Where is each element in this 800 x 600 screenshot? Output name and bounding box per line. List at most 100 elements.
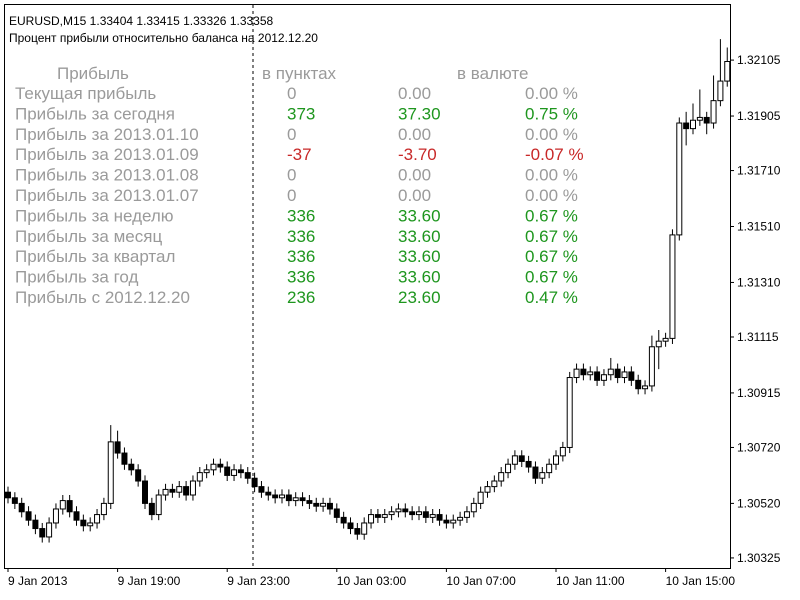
candle-body — [272, 494, 279, 499]
chart-title: EURUSD,M15 1.33404 1.33415 1.33326 1.333… — [9, 14, 274, 28]
candle-body — [73, 511, 80, 521]
candle-body — [395, 508, 402, 513]
x-tick-label: 10 Jan 03:00 — [337, 574, 407, 588]
candle-body — [244, 472, 251, 479]
y-tick-label: 1.30520 — [737, 496, 781, 510]
candle-body — [690, 119, 696, 130]
candle-body — [203, 469, 210, 474]
table-cell: 0.00 % — [525, 84, 578, 103]
candle-body — [559, 446, 566, 457]
candle-body — [333, 508, 340, 518]
candle-body — [107, 441, 114, 504]
candle-body — [676, 122, 683, 236]
y-tick-label: 1.31310 — [737, 275, 781, 289]
table-cell: 23.60 — [398, 288, 441, 307]
candle-body — [39, 528, 46, 538]
candle-body — [546, 463, 553, 474]
table-cell: 336 — [287, 227, 315, 246]
candle-body — [18, 502, 25, 513]
y-tick-label: 1.30915 — [737, 386, 781, 400]
candle-body — [121, 452, 128, 465]
candle-body — [52, 508, 59, 524]
y-tick-label: 1.30325 — [737, 551, 781, 565]
table-cell: 0 — [287, 84, 296, 103]
table-cell: 0.00 — [398, 186, 431, 205]
table-cell: -3.70 — [398, 145, 437, 164]
candle-body — [374, 514, 381, 518]
table-cell: 33.60 — [398, 206, 441, 225]
candle-body — [566, 377, 573, 448]
candle-body — [648, 346, 655, 387]
candle-body — [279, 494, 285, 499]
candle-body — [457, 516, 464, 521]
candle-body — [100, 502, 107, 516]
candle-body — [210, 463, 217, 471]
candle-body — [402, 508, 409, 513]
candle-body — [340, 516, 347, 524]
candle-body — [313, 502, 320, 507]
table-cell: 0.47 % — [525, 288, 578, 307]
candle-body — [196, 472, 203, 482]
table-cell: 0.00 — [398, 125, 431, 144]
candle-body — [251, 477, 258, 488]
table-cell: 0.67 % — [525, 206, 578, 225]
table-cell: Прибыль за 2013.01.09 — [15, 145, 199, 164]
table-cell: 33.60 — [398, 227, 441, 246]
table-cell: 37.30 — [398, 104, 441, 123]
table-cell: Прибыль за неделю — [15, 206, 174, 225]
table-cell: Текущая прибыль — [15, 84, 156, 103]
candle-body — [669, 234, 676, 339]
candle-body — [416, 511, 422, 516]
y-tick-label: 1.31710 — [737, 164, 781, 178]
candle-body — [59, 500, 66, 510]
candle-body — [169, 488, 176, 493]
table-cell: 336 — [287, 268, 315, 287]
candle-body — [696, 116, 703, 121]
candle-body — [539, 472, 546, 479]
candle-body — [347, 522, 354, 530]
table-cell: -0.07 % — [525, 145, 584, 164]
candle-body — [217, 463, 224, 468]
candle-body — [299, 497, 306, 502]
candle-body — [443, 519, 450, 524]
candle-body — [573, 368, 580, 379]
candle-body — [32, 519, 39, 530]
plot-frame — [4, 4, 731, 569]
table-cell: Прибыль за 2013.01.08 — [15, 166, 199, 185]
x-tick-label: 10 Jan 15:00 — [666, 574, 736, 588]
candle-body — [642, 385, 649, 390]
candle-body — [162, 488, 169, 496]
candle-body — [436, 514, 443, 521]
candle-body — [80, 519, 87, 527]
table-cell: Прибыль за квартал — [15, 247, 175, 266]
candle-body — [128, 463, 135, 471]
table-cell: 0 — [287, 125, 296, 144]
candle-body — [703, 116, 710, 124]
candle-body — [224, 466, 231, 476]
candle-body — [484, 486, 491, 493]
table-cell: Прибыль за сегодня — [15, 104, 175, 123]
candle-body — [662, 337, 669, 342]
candle-body — [683, 122, 690, 130]
candle-body — [498, 472, 505, 482]
table-cell: Прибыль за 2013.01.07 — [15, 186, 199, 205]
table-cell: 336 — [287, 206, 315, 225]
candle-body — [614, 368, 621, 379]
candle-body — [142, 480, 148, 504]
candle-body — [258, 486, 265, 493]
candle-body — [135, 469, 142, 482]
candle-body — [306, 500, 313, 504]
candle-body — [292, 497, 299, 502]
candle-body — [429, 514, 436, 518]
table-cell: 0 — [287, 166, 296, 185]
candle-body — [5, 491, 11, 499]
candle-body — [724, 60, 731, 82]
candle-body — [66, 500, 73, 513]
table-header: в пунктах — [262, 64, 337, 83]
candle-body — [477, 491, 484, 504]
candle-body — [635, 379, 642, 390]
candle-body — [265, 491, 272, 496]
candle-body — [518, 455, 525, 462]
table-header: Прибыль — [57, 64, 129, 83]
